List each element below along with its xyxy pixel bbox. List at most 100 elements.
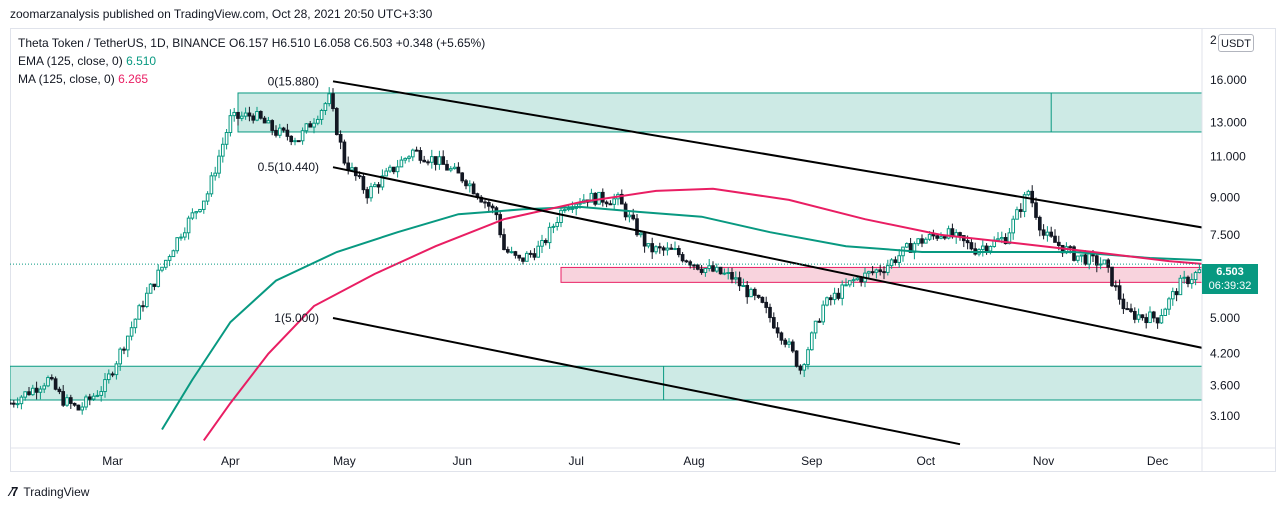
channel-bottom-line[interactable] <box>332 316 961 446</box>
candle[interactable] <box>148 282 153 294</box>
candle[interactable] <box>764 296 769 314</box>
candle[interactable] <box>217 149 221 179</box>
candle[interactable] <box>11 400 16 408</box>
candle[interactable] <box>95 390 100 398</box>
candle[interactable] <box>1155 317 1160 329</box>
candle[interactable] <box>410 148 415 162</box>
candle[interactable] <box>536 240 541 258</box>
candle[interactable] <box>156 264 161 288</box>
candle[interactable] <box>1034 197 1038 220</box>
candle[interactable] <box>1015 206 1019 220</box>
candle[interactable] <box>19 395 24 410</box>
candle[interactable] <box>372 181 377 188</box>
candle[interactable] <box>543 238 548 246</box>
candle[interactable] <box>817 318 822 323</box>
candle[interactable] <box>828 294 833 306</box>
candle[interactable] <box>699 265 704 275</box>
candle[interactable] <box>228 109 233 137</box>
candle[interactable] <box>756 294 761 299</box>
candle[interactable] <box>220 137 225 163</box>
candle[interactable] <box>969 238 974 251</box>
candle[interactable] <box>851 277 856 287</box>
candle[interactable] <box>205 191 210 206</box>
candle[interactable] <box>452 163 457 170</box>
candle[interactable] <box>642 230 647 253</box>
candle[interactable] <box>517 254 522 261</box>
candle[interactable] <box>1182 270 1187 284</box>
candle[interactable] <box>72 402 77 407</box>
candle[interactable] <box>923 237 928 244</box>
candle[interactable] <box>319 108 324 125</box>
candle[interactable] <box>262 115 267 124</box>
candle[interactable] <box>524 251 529 262</box>
candle[interactable] <box>460 172 465 184</box>
candle[interactable] <box>99 386 104 402</box>
candle[interactable] <box>608 200 613 206</box>
candle[interactable] <box>551 223 556 234</box>
candle[interactable] <box>714 263 719 273</box>
candle[interactable] <box>832 287 837 305</box>
candle[interactable] <box>1106 258 1111 273</box>
candle[interactable] <box>247 106 252 122</box>
candle[interactable] <box>258 110 263 120</box>
candle[interactable] <box>160 266 164 273</box>
candle[interactable] <box>669 243 674 250</box>
candle[interactable] <box>308 120 313 128</box>
candle[interactable] <box>486 198 491 213</box>
candle[interactable] <box>1102 259 1107 265</box>
candle[interactable] <box>80 402 85 415</box>
candle[interactable] <box>749 287 753 298</box>
candle[interactable] <box>38 385 43 400</box>
candle[interactable] <box>627 211 632 223</box>
candle[interactable] <box>388 164 392 173</box>
candle[interactable] <box>604 200 609 208</box>
candle[interactable] <box>194 211 199 220</box>
candle[interactable] <box>103 373 107 398</box>
candle[interactable] <box>1030 185 1035 208</box>
candle[interactable] <box>365 186 370 204</box>
candle[interactable] <box>775 322 780 338</box>
candle[interactable] <box>152 283 157 291</box>
candle[interactable] <box>980 239 985 257</box>
candle[interactable] <box>1011 215 1016 240</box>
candle[interactable] <box>1053 229 1057 243</box>
candle[interactable] <box>1189 273 1194 289</box>
candle[interactable] <box>441 150 446 165</box>
candle[interactable] <box>840 280 845 306</box>
candle[interactable] <box>49 374 54 381</box>
candle[interactable] <box>1018 203 1023 218</box>
candle[interactable] <box>1049 226 1054 238</box>
candle[interactable] <box>289 135 294 146</box>
candle[interactable] <box>916 238 921 246</box>
candle[interactable] <box>110 371 115 378</box>
candle[interactable] <box>118 347 123 371</box>
candle[interactable] <box>825 296 829 307</box>
candle[interactable] <box>680 252 685 263</box>
candle[interactable] <box>528 250 533 258</box>
candle[interactable] <box>741 278 746 288</box>
candle[interactable] <box>806 346 810 370</box>
candle[interactable] <box>555 216 560 231</box>
candle[interactable] <box>821 300 826 325</box>
candle[interactable] <box>847 280 852 288</box>
candle[interactable] <box>277 123 282 139</box>
candle[interactable] <box>726 267 731 280</box>
candle[interactable] <box>509 246 514 254</box>
candle[interactable] <box>342 139 347 166</box>
candle[interactable] <box>1121 293 1126 314</box>
candle[interactable] <box>471 181 476 195</box>
candle[interactable] <box>673 241 677 251</box>
candle[interactable] <box>1270 263 1273 273</box>
candle[interactable] <box>141 300 145 312</box>
candle[interactable] <box>224 128 229 150</box>
candle[interactable] <box>384 167 389 177</box>
candle[interactable] <box>163 259 168 270</box>
candle[interactable] <box>1263 263 1266 275</box>
channel-top-line[interactable] <box>332 80 1215 229</box>
candle[interactable] <box>730 267 734 284</box>
candle[interactable] <box>376 182 381 194</box>
candle[interactable] <box>844 278 848 287</box>
candle[interactable] <box>255 106 259 122</box>
candle[interactable] <box>270 119 275 136</box>
